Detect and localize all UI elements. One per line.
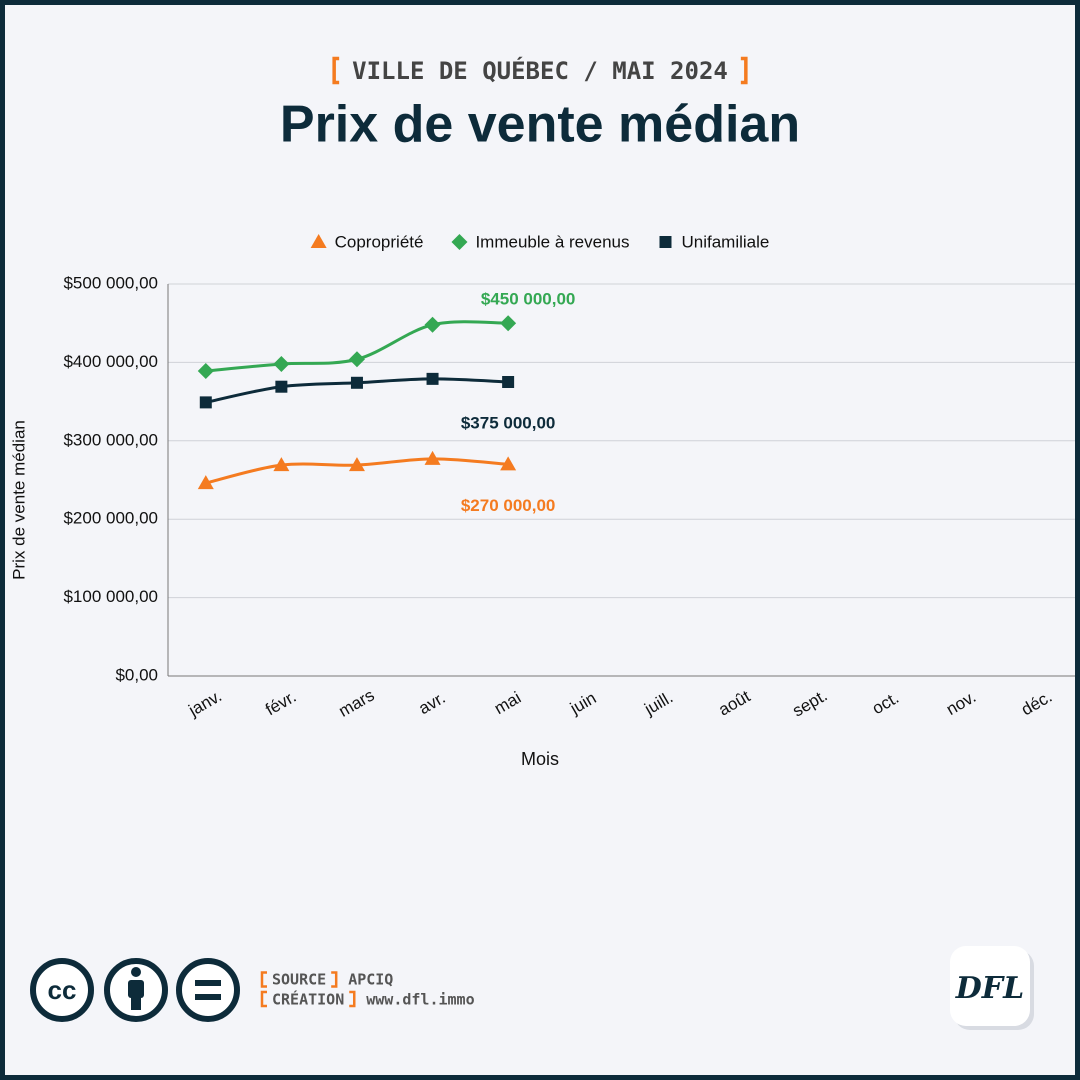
bracket xyxy=(331,971,338,988)
bracket xyxy=(740,56,748,85)
by-icon-body xyxy=(128,980,144,998)
legend-marker xyxy=(659,236,672,248)
by-icon-legs xyxy=(131,996,141,1010)
source-label: SOURCE xyxy=(272,971,326,989)
chart-title: Prix de vente médian xyxy=(280,96,800,154)
y-tick-label: $500 000,00 xyxy=(63,273,158,292)
data-label: $270 000,00 xyxy=(461,496,556,515)
source: APCIQ xyxy=(348,971,393,989)
y-tick-label: $100 000,00 xyxy=(63,587,158,606)
marker xyxy=(273,457,290,472)
marker xyxy=(199,396,212,409)
bracket xyxy=(332,56,340,85)
series: $450 000,00 xyxy=(197,290,576,380)
y-axis-label: Prix de vente médian xyxy=(9,420,28,580)
legend-label: Unifamiliale xyxy=(681,232,769,251)
legend-marker xyxy=(451,234,468,250)
marker xyxy=(197,475,214,490)
legend: Copropriété Immeuble à revenus Unifamilial… xyxy=(310,232,769,251)
marker xyxy=(273,355,290,372)
license-icons: cc xyxy=(30,958,240,1022)
series: $375 000,00 xyxy=(199,372,556,432)
nd-icon xyxy=(176,958,240,1022)
y-tick-label: $0,00 xyxy=(115,665,158,684)
marker xyxy=(348,457,365,472)
plot-area xyxy=(168,284,1075,676)
marker xyxy=(348,351,365,368)
creation: www.dfl.immo xyxy=(366,991,474,1009)
bracket xyxy=(349,990,356,1008)
y-tick-label: $200 000,00 xyxy=(63,509,158,528)
data-label: $375 000,00 xyxy=(461,413,556,432)
logo: DFL xyxy=(955,971,1024,1006)
marker xyxy=(424,316,441,333)
marker xyxy=(426,372,439,385)
y-tick-label: $400 000,00 xyxy=(63,352,158,371)
bracket xyxy=(260,990,267,1008)
marker xyxy=(500,456,517,471)
marker xyxy=(275,380,288,393)
cc-icon xyxy=(30,958,94,1022)
nd-icon-bar xyxy=(195,994,221,1000)
marker xyxy=(350,376,363,389)
bracket xyxy=(260,971,267,988)
marker xyxy=(502,376,515,388)
creation-label: CRÉATION xyxy=(272,990,344,1009)
y-tick-label: $300 000,00 xyxy=(63,430,158,449)
marker xyxy=(500,315,517,332)
data-label: $450 000,00 xyxy=(481,290,576,309)
legend-marker xyxy=(310,234,327,248)
subtitle: VILLE DE QUÉBEC / MAI 2024 xyxy=(352,56,728,85)
nd-icon-bar xyxy=(195,980,221,986)
logo-box xyxy=(950,946,1030,1026)
legend-label: Copropriété xyxy=(335,232,424,251)
by-icon-head xyxy=(131,967,141,977)
legend-label: Immeuble à revenus xyxy=(475,232,629,251)
marker xyxy=(424,450,441,465)
x-axis-label: Mois xyxy=(521,749,559,769)
marker xyxy=(197,363,214,380)
cc-icon-text: cc xyxy=(48,975,77,1005)
series: $270 000,00 xyxy=(197,450,556,515)
